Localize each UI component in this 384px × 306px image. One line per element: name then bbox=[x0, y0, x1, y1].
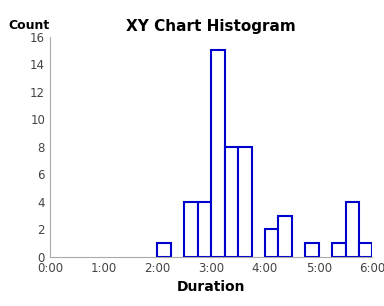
Bar bbox=[157, 243, 171, 257]
Bar bbox=[225, 147, 238, 257]
Title: XY Chart Histogram: XY Chart Histogram bbox=[126, 19, 296, 34]
Bar bbox=[198, 202, 211, 257]
Bar bbox=[211, 50, 225, 257]
Bar bbox=[346, 202, 359, 257]
Bar bbox=[278, 216, 292, 257]
Bar bbox=[238, 147, 252, 257]
Bar bbox=[359, 243, 372, 257]
Bar bbox=[265, 230, 278, 257]
Bar bbox=[305, 243, 319, 257]
Text: Count: Count bbox=[8, 19, 49, 32]
X-axis label: Duration: Duration bbox=[177, 281, 245, 294]
Bar bbox=[184, 202, 198, 257]
Bar bbox=[332, 243, 346, 257]
